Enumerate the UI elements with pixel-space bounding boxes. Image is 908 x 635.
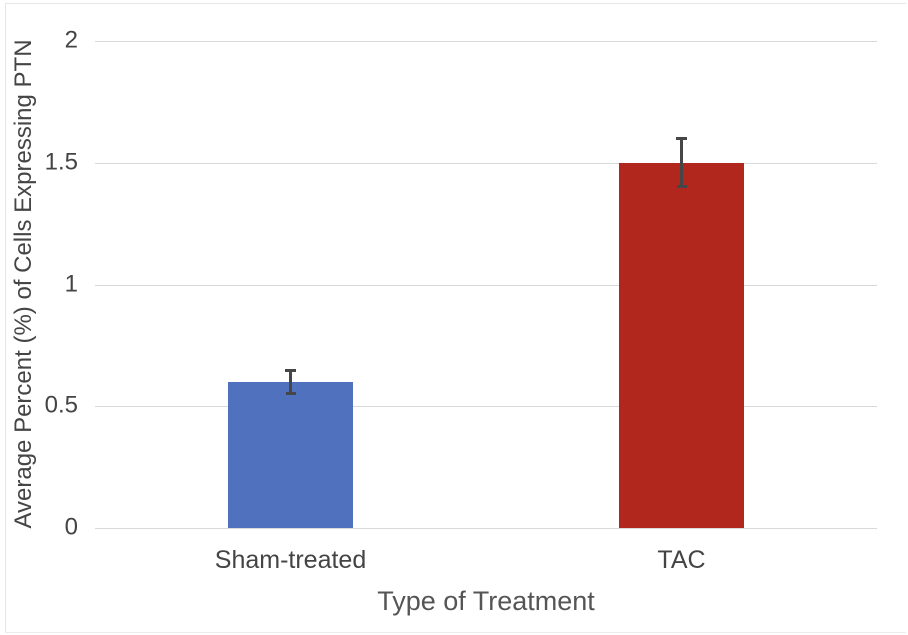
error-bar-bottom-cap [676, 185, 687, 189]
bar [619, 162, 744, 528]
gridline [95, 284, 877, 286]
chart-border [5, 3, 906, 633]
x-axis-title: Type of Treatment [377, 586, 595, 616]
gridline [95, 41, 877, 42]
error-bar-top-cap [285, 368, 296, 372]
error-bar-bottom-cap [285, 392, 296, 396]
gridline [95, 162, 877, 164]
y-tick-label: 0 [64, 513, 78, 541]
bar [228, 381, 353, 528]
y-tick-label: 2 [64, 26, 78, 54]
y-tick-label: 1 [64, 269, 78, 297]
error-bar [289, 369, 292, 395]
x-tick-label: TAC [657, 546, 706, 574]
y-tick-label: 1.5 [44, 148, 78, 176]
error-bar [680, 138, 683, 188]
gridline [95, 528, 877, 529]
gridline [95, 406, 877, 408]
error-bar-top-cap [676, 137, 687, 141]
x-tick-label: Sham-treated [214, 546, 367, 574]
y-tick-label: 0.5 [44, 391, 78, 419]
